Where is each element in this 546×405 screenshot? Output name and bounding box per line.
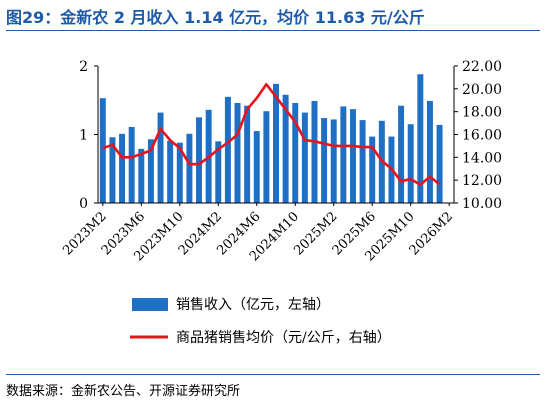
- revenue-bar: [436, 124, 443, 203]
- right-tick-label: 18.00: [462, 105, 502, 121]
- revenue-bar: [426, 100, 433, 203]
- right-tick-label: 14.00: [462, 150, 502, 166]
- figure-title: 图29：金新农 2 月收入 1.14 亿元，均价 11.63 元/公斤: [6, 8, 425, 27]
- revenue-bar: [253, 131, 260, 203]
- legend-label-price: 商品猪销售均价（元/公斤，右轴）: [176, 330, 391, 346]
- revenue-bar: [99, 98, 106, 203]
- left-tick-label: 0: [79, 196, 88, 212]
- revenue-bar: [186, 133, 193, 203]
- revenue-bar: [330, 119, 337, 203]
- revenue-bar: [417, 74, 424, 203]
- revenue-bar: [244, 105, 251, 203]
- revenue-bar: [359, 120, 366, 203]
- legend-label-revenue: 销售收入（亿元，左轴）: [176, 297, 330, 313]
- revenue-bar: [321, 118, 328, 203]
- right-tick-label: 20.00: [462, 82, 502, 98]
- revenue-bar: [369, 136, 376, 203]
- revenue-bar: [167, 140, 174, 203]
- revenue-bar: [263, 111, 270, 203]
- revenue-bar: [282, 94, 289, 203]
- revenue-bar: [147, 139, 154, 203]
- chart-area: 01210.0012.0014.0016.0018.0020.0022.0020…: [60, 59, 502, 346]
- source-divider: [6, 374, 540, 375]
- left-tick-label: 1: [79, 128, 88, 144]
- legend-bar-swatch: [132, 298, 168, 311]
- right-tick-label: 22.00: [462, 59, 502, 75]
- revenue-bar: [234, 102, 241, 203]
- revenue-bar: [301, 112, 308, 203]
- revenue-bar: [138, 148, 145, 203]
- revenue-bar: [196, 117, 203, 203]
- left-tick-label: 2: [79, 59, 88, 75]
- revenue-bar: [224, 96, 231, 203]
- revenue-bar: [273, 83, 279, 203]
- revenue-bar: [157, 112, 164, 203]
- revenue-bar: [311, 100, 318, 203]
- revenue-bar: [340, 106, 347, 203]
- revenue-bar: [407, 124, 414, 203]
- revenue-bar: [176, 142, 183, 203]
- title-divider: [6, 30, 540, 31]
- price-line: [102, 83, 441, 186]
- revenue-bar: [349, 109, 356, 203]
- right-tick-label: 16.00: [462, 128, 502, 144]
- revenue-bar: [398, 105, 405, 203]
- right-tick-label: 12.00: [462, 173, 502, 189]
- revenue-bar: [109, 137, 116, 203]
- revenue-bar: [215, 141, 222, 203]
- data-source-note: 数据来源：金新农公告、开源证券研究所: [6, 384, 241, 399]
- revenue-bar: [292, 102, 299, 203]
- right-tick-label: 10.00: [462, 196, 502, 212]
- revenue-bar: [119, 133, 126, 203]
- revenue-bar: [128, 126, 135, 203]
